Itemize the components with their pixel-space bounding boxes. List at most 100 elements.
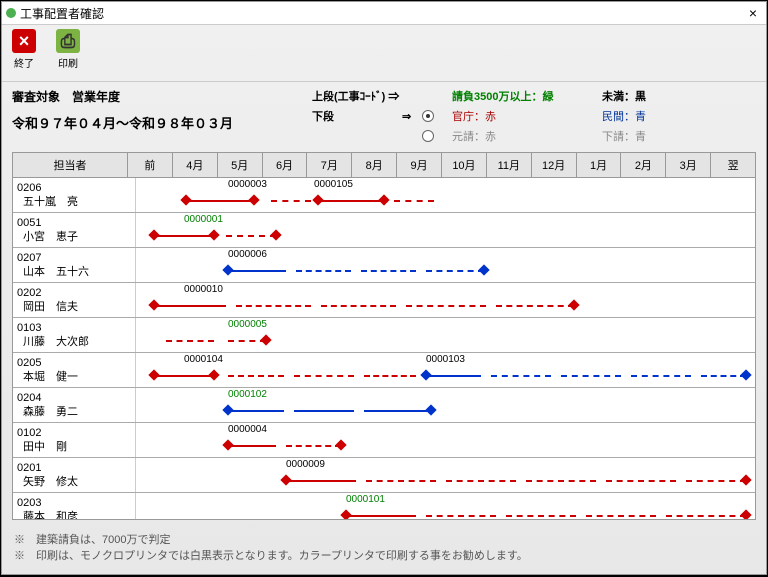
gantt-bar [426, 375, 481, 377]
project-code: 0000105 [314, 179, 353, 190]
project-code: 0000104 [184, 354, 223, 365]
gantt-bar [166, 340, 214, 344]
project-code: 0000004 [228, 424, 267, 435]
row-bars: 0000102 [136, 388, 755, 422]
legend-lower: 下段 [312, 108, 402, 124]
gantt-bar [186, 200, 254, 202]
col-month-header: 2月 [621, 153, 666, 177]
diamond-marker [222, 264, 233, 275]
schedule-header: 担当者前4月5月6月7月8月9月10月11月12月1月2月3月翌 [13, 153, 755, 178]
row-name: 0201矢野 修太 [13, 458, 136, 492]
diamond-marker [180, 194, 191, 205]
col-month-header: 5月 [218, 153, 263, 177]
gantt-bar [228, 445, 276, 447]
main-window: 工事配置者確認 × × 終了 ⎙ 印刷 審査対象 営業年度 令和９７年０４月〜令… [1, 1, 767, 575]
gantt-bar [406, 305, 486, 309]
schedule-row: 0103川藤 大次郎0000005 [13, 318, 755, 353]
project-code: 0000003 [228, 179, 267, 190]
gantt-bar [318, 200, 384, 202]
info-panel: 審査対象 営業年度 令和９７年０４月〜令和９８年０３月 上段(工事ｺｰﾄﾞ) ⇒… [2, 82, 766, 148]
schedule-row: 0051小宮 恵子0000001 [13, 213, 755, 248]
diamond-marker [340, 509, 351, 520]
gantt-bar [686, 480, 746, 484]
window-title: 工事配置者確認 [20, 5, 104, 22]
print-button[interactable]: ⎙ 印刷 [52, 29, 84, 70]
end-button[interactable]: × 終了 [8, 29, 40, 70]
project-code: 0000006 [228, 249, 267, 260]
legend-green: 請負3500万以上：緑 [452, 88, 602, 104]
col-month-header: 4月 [173, 153, 218, 177]
gantt-bar [364, 410, 431, 412]
legend-prime: 元請：赤 [452, 128, 602, 144]
col-month-header: 1月 [577, 153, 622, 177]
gantt-bar [286, 480, 356, 482]
gantt-bar [666, 515, 746, 519]
legend-upper: 上段(工事ｺｰﾄﾞ) ⇒ [312, 88, 402, 104]
print-label: 印刷 [58, 55, 78, 70]
titlebar: 工事配置者確認 × [2, 2, 766, 25]
schedule-row: 0204森藤 勇二0000102 [13, 388, 755, 423]
col-month-header: 11月 [487, 153, 532, 177]
diamond-marker [148, 299, 159, 310]
gantt-bar [586, 515, 656, 519]
col-name-header: 担当者 [13, 153, 128, 177]
toolbar: × 終了 ⎙ 印刷 [2, 25, 766, 82]
diamond-marker [248, 194, 259, 205]
gantt-bar [506, 515, 576, 519]
radio-prime[interactable] [422, 130, 434, 142]
diamond-marker [280, 474, 291, 485]
gantt-bar [228, 375, 284, 379]
legend-black: 未満：黒 [602, 88, 692, 104]
gantt-bar [226, 235, 276, 239]
row-name: 0204森藤 勇二 [13, 388, 136, 422]
col-month-header: 前 [128, 153, 173, 177]
row-name: 0206五十嵐 亮 [13, 178, 136, 212]
gantt-bar [446, 480, 516, 484]
print-icon: ⎙ [56, 29, 80, 53]
gantt-bar [294, 410, 354, 412]
diamond-marker [425, 404, 436, 415]
diamond-marker [222, 404, 233, 415]
row-bars: 0000003 0000105 [136, 178, 755, 212]
row-bars: 00001040000103 [136, 353, 755, 387]
gantt-bar [346, 515, 416, 517]
schedule-row: 0202岡田 信夫 0000010 [13, 283, 755, 318]
footer-line2: ※ 印刷は、モノクロプリンタでは白黒表示となります。カラープリンタで印刷する事を… [14, 548, 528, 564]
schedule-row: 0205本堀 健一00001040000103 [13, 353, 755, 388]
footer-notes: ※ 建築請負は、7000万で判定 ※ 印刷は、モノクロプリンタでは白黒表示となり… [14, 532, 528, 564]
close-icon[interactable]: × [744, 4, 762, 22]
diamond-marker [208, 369, 219, 380]
schedule-body: 0206五十嵐 亮000000300001050051小宮 恵子00000010… [13, 178, 755, 518]
gantt-bar [271, 200, 311, 204]
project-code: 0000010 [184, 284, 223, 295]
row-bars: 0000009 [136, 458, 755, 492]
row-bars: 0000004 [136, 423, 755, 457]
gantt-bar [154, 375, 214, 377]
col-month-header: 9月 [397, 153, 442, 177]
gantt-bar [394, 200, 434, 204]
row-name: 0202岡田 信夫 [13, 283, 136, 317]
gantt-bar [294, 375, 354, 379]
gantt-bar [228, 270, 286, 272]
diamond-marker [420, 369, 431, 380]
diamond-marker [208, 229, 219, 240]
gantt-bar [228, 410, 284, 412]
schedule-row: 0203藤本 和彦0000101 [13, 493, 755, 520]
schedule-row: 0207山本 五十六0000006 [13, 248, 755, 283]
col-month-header: 7月 [307, 153, 352, 177]
diamond-marker [312, 194, 323, 205]
diamond-marker [378, 194, 389, 205]
row-name: 0205本堀 健一 [13, 353, 136, 387]
app-icon [6, 8, 16, 18]
diamond-marker [222, 439, 233, 450]
end-label: 終了 [14, 55, 34, 70]
col-month-header: 3月 [666, 153, 711, 177]
end-icon: × [12, 29, 36, 53]
row-bars: 0000010 [136, 283, 755, 317]
radio-gov[interactable] [422, 110, 434, 122]
gantt-bar [296, 270, 351, 274]
gantt-bar [366, 480, 436, 484]
gantt-bar [631, 375, 691, 379]
gantt-bar [701, 375, 746, 379]
gantt-bar [364, 375, 416, 379]
